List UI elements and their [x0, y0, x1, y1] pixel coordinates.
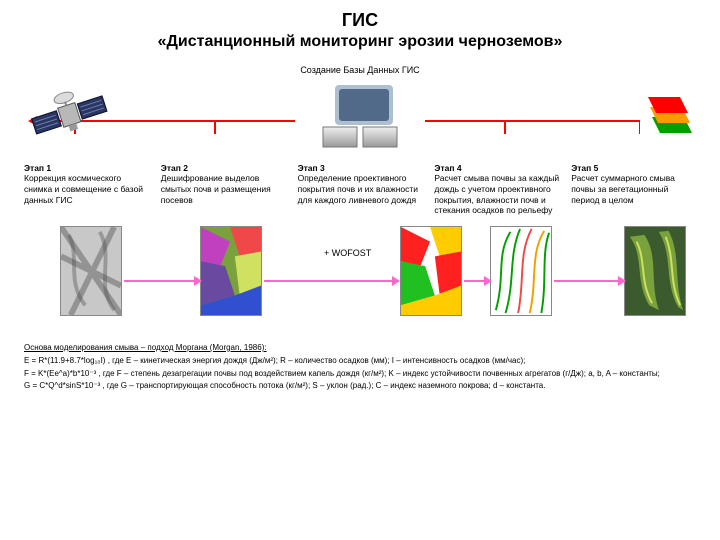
map-tile — [200, 226, 262, 316]
flow-tick — [504, 120, 506, 134]
stage-head: Этап 5 — [571, 163, 598, 173]
stage-block: Этап 1 Коррекция космического снимка и с… — [24, 163, 149, 216]
formula-G: G = C*Q^d*sinS*10⁻³ , где G – транспорти… — [24, 380, 696, 393]
pink-connector — [264, 280, 394, 282]
map-tile — [60, 226, 122, 316]
center-devices — [295, 85, 425, 149]
stage-block: Этап 2 Дешифрование выделов смытых почв … — [161, 163, 286, 216]
page-title-line1: ГИС — [24, 10, 696, 32]
pink-connector — [124, 280, 196, 282]
map-tile — [490, 226, 552, 316]
stage-block: Этап 5 Расчет суммарного смыва почвы за … — [571, 163, 696, 216]
maps-row: + WOFOST — [24, 226, 696, 336]
stage-body: Коррекция космического снимка и совмещен… — [24, 173, 143, 204]
stage-block: Этап 3 Определение проективного покрытия… — [298, 163, 423, 216]
flow-tick — [214, 120, 216, 134]
formula-F: F = K*(Ee^a)*b*10⁻³ , где F – степень де… — [24, 368, 696, 381]
wofost-label: + WOFOST — [324, 248, 371, 258]
map-tile — [624, 226, 686, 316]
pink-connector — [464, 280, 486, 282]
stage-body: Расчет суммарного смыва почвы за вегетац… — [571, 173, 675, 204]
database-label: Создание Базы Данных ГИС — [24, 65, 696, 75]
schematic-top-row — [24, 81, 696, 159]
stage-body: Определение проективного покрытия почв и… — [298, 173, 418, 204]
stage-block: Этап 4 Расчет смыва почвы за каждый дожд… — [434, 163, 559, 216]
formulas-caption: Основа моделирования смыва – подход Морг… — [24, 342, 696, 355]
stage-row: Этап 1 Коррекция космического снимка и с… — [24, 163, 696, 216]
map-tile — [400, 226, 462, 316]
stage-body: Дешифрование выделов смытых почв и разме… — [161, 173, 271, 204]
stage-body: Расчет смыва почвы за каждый дождь с уче… — [434, 173, 559, 215]
stage-head: Этап 1 — [24, 163, 51, 173]
pink-connector — [554, 280, 620, 282]
formula-E: E = R*(11.9+8.7*log₁₀I) , где E – кинети… — [24, 355, 696, 368]
formulas-block: Основа моделирования смыва – подход Морг… — [24, 342, 696, 393]
stage-head: Этап 2 — [161, 163, 188, 173]
satellite-icon — [26, 81, 112, 147]
stage-head: Этап 4 — [434, 163, 461, 173]
gis-layers-icon — [640, 87, 696, 139]
page-title-line2: «Дистанционный мониторинг эрозии чернозе… — [24, 32, 696, 51]
stage-head: Этап 3 — [298, 163, 325, 173]
